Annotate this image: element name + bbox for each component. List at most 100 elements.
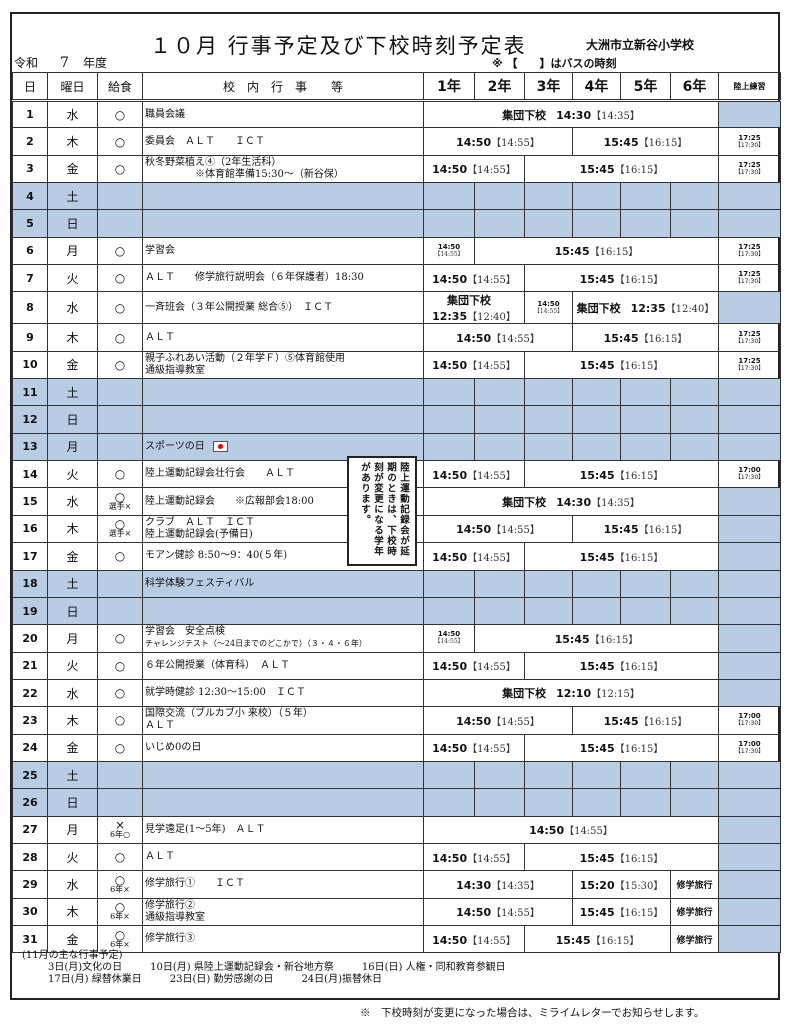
event-text: 陸上運動記録会壮行会 ＡＬＴ (145, 468, 295, 480)
track-cell-empty (718, 378, 781, 407)
day-cell: 19 (12, 596, 48, 626)
track-cell-empty (718, 815, 781, 844)
bus-time-note: ※ 【 】はバスの時刻 (492, 57, 617, 70)
track-cell-empty (718, 842, 781, 872)
grade-cell-empty (670, 209, 719, 238)
bus-time: 【16:15】 (614, 361, 664, 373)
header-track-practice: 陸上練習 (718, 72, 781, 102)
weekday-cell: 月 (47, 432, 98, 462)
dismissal-time: 14:50 (456, 714, 492, 728)
grade-cell-empty (474, 378, 525, 407)
table-row: 9 木 ○ ＡＬＴ 14:50【14:55】 15:45【16:15】 17:25 【17:3… (12, 323, 781, 352)
era-label: 令和 (14, 56, 39, 70)
event-cell: 学習会 (142, 236, 424, 266)
dismissal-time-cell: 14:50【14:55】 (423, 323, 573, 352)
grade-cell-empty (620, 596, 671, 626)
day-cell: 7 (12, 264, 48, 293)
event-cell (142, 788, 424, 817)
lunch-mark: ○ (114, 357, 126, 372)
track-cell-empty (718, 209, 781, 238)
lunch-cell: ○ (97, 842, 143, 872)
dismissal-time-cell: 14:50【14:55】 (423, 514, 573, 544)
lunch-cell: ○ (97, 99, 143, 129)
lunch-exception: 6年× (110, 884, 130, 894)
table-row: 30 木 ○ 6年× 修学旅行② 通級指導教室 14:50【14:55】 15:45【16:… (12, 897, 781, 926)
event-text: 就学時健診 12:30～15:00 ＩＣＴ (145, 687, 306, 699)
group-dismissal-label: 集団下校 (502, 687, 547, 701)
bus-time: 【16:15】 (614, 853, 664, 865)
event-cell (142, 209, 424, 238)
grade-cell-empty (524, 569, 573, 598)
table-row: 2 木 ○ 委員会 ＡＬＴ ＩＣＴ 14:50【14:55】 15:45【16:15】 17… (12, 127, 781, 156)
lunch-mark: ○ (114, 549, 126, 564)
grade-cell-empty (670, 788, 719, 817)
day-cell: 12 (12, 405, 48, 434)
bus-time: 【12:15】 (591, 689, 640, 701)
event-cell: ＡＬＴ (142, 323, 424, 352)
grade-cell-empty (474, 760, 525, 790)
event-text: ＡＬＴ (145, 851, 175, 863)
dismissal-time: 15:45 (554, 632, 590, 646)
lunch-cell (97, 760, 143, 790)
track-cell-empty (718, 291, 781, 325)
lunch-cell (97, 182, 143, 211)
lunch-mark: ○ (114, 134, 126, 149)
table-row: 22 水 ○ 就学時健診 12:30～15:00 ＩＣＴ 集団下校 12:10【12:15… (12, 678, 781, 708)
track-cell-empty (718, 788, 781, 817)
dismissal-time-cell: 14:50【14:55】 (423, 897, 573, 926)
grade-cell-empty (474, 569, 525, 598)
grade-cell-empty (474, 432, 525, 462)
track-practice-cell: 17:25 【17:30】 (718, 127, 781, 156)
lunch-mark: ○ (114, 850, 126, 865)
event-text: スポーツの日 (145, 440, 205, 452)
november-line: 17日(月) 緑替休業日 23日(日) 勤労感謝の日 24日(月)振替休日 (22, 974, 534, 986)
event-cell (142, 182, 424, 211)
bus-time: 【14:55】 (467, 853, 516, 865)
track-cell-empty (718, 99, 781, 129)
day-cell: 27 (12, 815, 48, 844)
lunch-cell: ○ 6年× (97, 924, 143, 954)
dismissal-time-cell: 15:45【16:15】 (572, 897, 671, 926)
day-cell: 10 (12, 350, 48, 380)
grade-cell-empty (670, 405, 719, 434)
lunch-mark: ○ (114, 107, 126, 122)
dismissal-time-cell: 15:45【16:15】 (524, 651, 719, 680)
dismissal-time: 14:50 (432, 468, 468, 482)
grade-cell-empty (572, 378, 621, 407)
weekday-cell: 金 (47, 924, 98, 954)
track-bus-time: 【17:30】 (734, 250, 765, 258)
grade-cell-empty (572, 788, 621, 817)
day-cell: 30 (12, 897, 48, 926)
grade-cell-empty (670, 182, 719, 211)
lunch-cell: ○ (97, 291, 143, 325)
day-cell: 18 (12, 569, 48, 598)
grade-cell-empty (423, 182, 475, 211)
grade-cell-empty (524, 596, 573, 626)
track-meet-postpone-note: 陸上運動記録会が延期のときは、下校時刻が変更になる学年があります。 (347, 456, 417, 566)
dismissal-time-cell: 15:45【16:15】 (572, 706, 719, 735)
dismissal-time-cell: 14:50【14:55】 (423, 706, 573, 735)
weekday-cell: 月 (47, 815, 98, 844)
bus-time: 【14:55】 (434, 250, 464, 258)
track-practice-cell: 17:00 【17:30】 (718, 460, 781, 489)
lunch-cell: ○ (97, 264, 143, 293)
header-grade-2: 2年 (474, 72, 525, 102)
day-cell: 24 (12, 733, 48, 762)
track-practice-cell: 17:25 【17:30】 (718, 154, 781, 184)
lunch-mark: ○ (114, 927, 126, 942)
dismissal-time: 15:45 (554, 245, 590, 259)
dismissal-time-cell: 15:45【16:15】 (474, 624, 719, 653)
weekday-cell: 金 (47, 350, 98, 380)
dismissal-time: 14:50 (432, 933, 468, 947)
event-cell: 学習会 安全点検 チャレンジテスト（～24日までのどこかで）（３・４・６年） (142, 624, 424, 653)
group-dismissal-label: 集団下校 (502, 108, 547, 122)
event-cell: 親子ふれあい活動（２年学Ｆ）⑤体育館使用 通級指導教室 (142, 350, 424, 380)
track-bus-time: 【17:30】 (734, 337, 765, 345)
track-bus-time: 【17:30】 (734, 364, 765, 372)
event-cell: ６年公開授業（体育科） ＡＬＴ (142, 651, 424, 680)
bus-time: 【16:15】 (638, 716, 688, 728)
lunch-cell (97, 432, 143, 462)
dismissal-time-cell: 集団下校 14:30【14:35】 (423, 487, 719, 516)
track-cell-empty (718, 569, 781, 598)
